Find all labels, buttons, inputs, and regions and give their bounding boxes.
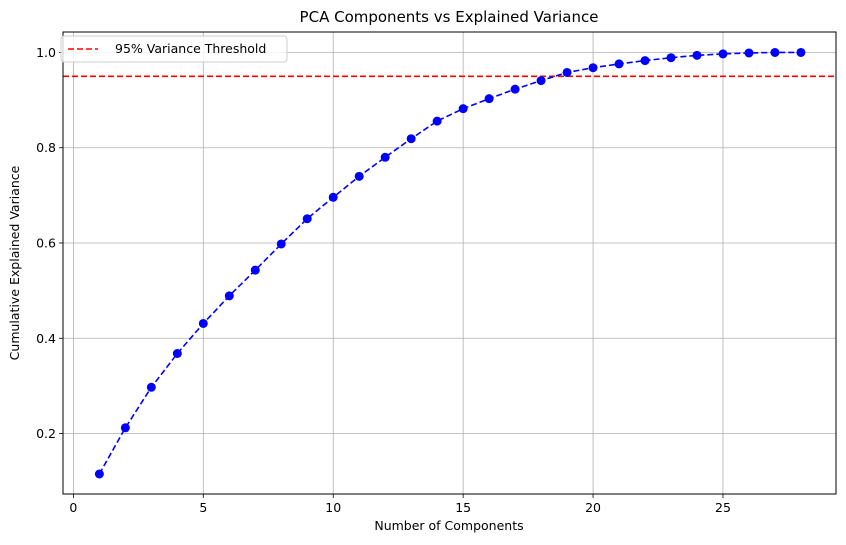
data-point	[588, 63, 598, 73]
y-axis-title: Cumulative Explained Variance	[7, 165, 22, 360]
grid	[63, 32, 836, 494]
x-tick-label: 5	[199, 500, 207, 515]
data-point	[224, 291, 234, 301]
data-point	[718, 49, 728, 59]
x-tick-label: 0	[69, 500, 77, 515]
data-point	[562, 67, 572, 77]
data-point	[276, 239, 286, 249]
data-point	[380, 152, 390, 162]
series-layer	[94, 47, 806, 479]
y-tick-label: 1.0	[36, 45, 56, 60]
data-point	[770, 47, 780, 57]
data-point	[666, 53, 676, 63]
x-tick-label: 25	[715, 500, 731, 515]
data-point	[406, 134, 416, 144]
y-tick-label: 0.4	[36, 331, 56, 346]
data-point	[328, 192, 338, 202]
data-point	[146, 382, 156, 392]
y-tick-label: 0.2	[36, 426, 56, 441]
data-point	[354, 171, 364, 181]
data-point	[614, 59, 624, 69]
data-point	[120, 423, 130, 433]
data-point	[198, 318, 208, 328]
legend-box	[60, 35, 288, 63]
data-point	[640, 56, 650, 66]
data-point	[536, 76, 546, 86]
y-axis: 0.2 0.4 0.6 0.8 1.0	[36, 45, 63, 441]
legend-label-threshold: 95% Variance Threshold	[115, 41, 266, 56]
x-axis-title: Number of Components	[374, 518, 523, 533]
data-point	[250, 265, 260, 275]
data-point	[94, 469, 104, 479]
legend: 95% Variance Threshold	[60, 35, 288, 63]
data-point	[432, 116, 442, 126]
data-point	[692, 50, 702, 60]
x-tick-label: 10	[325, 500, 341, 515]
data-point	[484, 94, 494, 104]
series-line	[98, 51, 801, 475]
data-point	[458, 104, 468, 114]
x-tick-label: 20	[585, 500, 601, 515]
chart-title: PCA Components vs Explained Variance	[300, 8, 599, 26]
data-point	[744, 48, 754, 58]
data-point	[796, 47, 806, 57]
data-point	[510, 84, 520, 94]
data-point	[302, 214, 312, 224]
y-tick-label: 0.6	[36, 235, 56, 250]
data-point	[172, 348, 182, 358]
plot-frame	[62, 31, 837, 495]
x-tick-label: 15	[455, 500, 471, 515]
y-tick-label: 0.8	[36, 140, 56, 155]
x-axis: 0 5 10 15 20 25	[69, 494, 731, 515]
